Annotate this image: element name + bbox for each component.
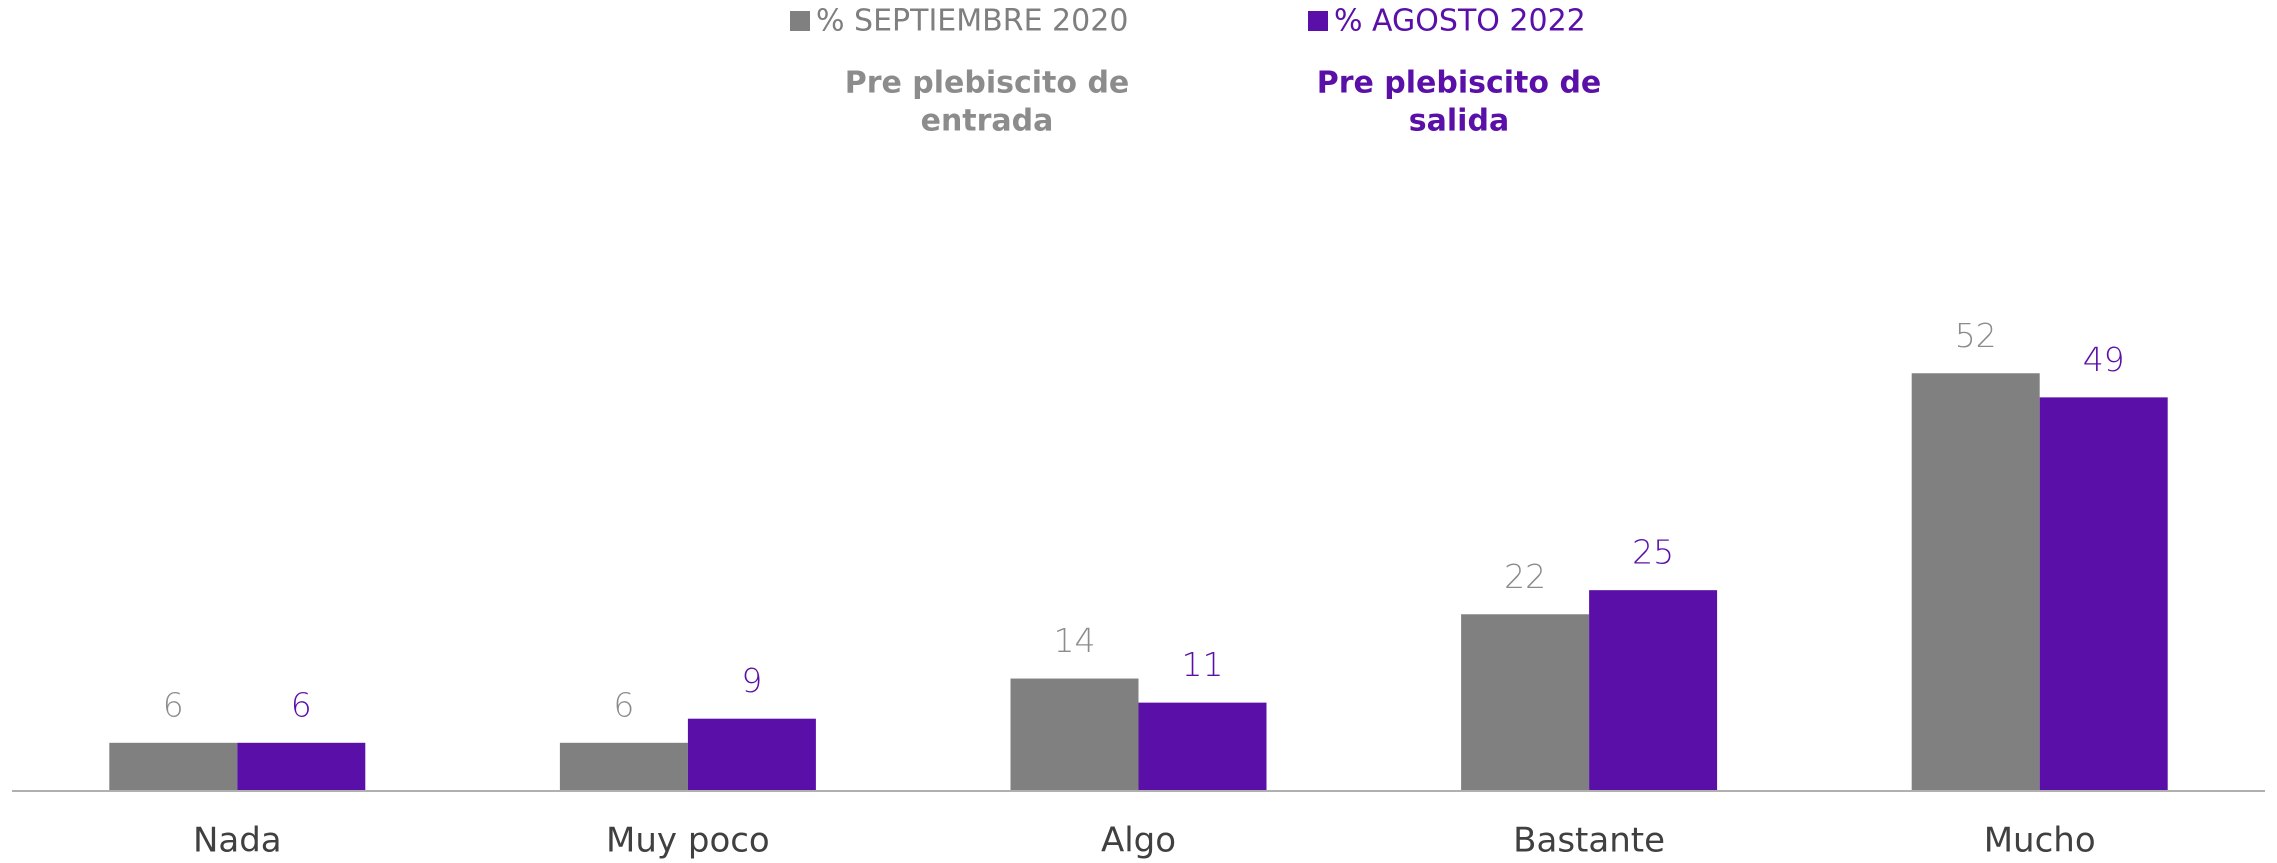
x-tick-label: Nada — [193, 821, 282, 861]
value-label: 6 — [291, 685, 312, 724]
value-label: 25 — [1632, 533, 1674, 572]
value-label: 22 — [1504, 557, 1546, 596]
legend-description: salida — [1409, 104, 1509, 139]
value-label: 6 — [163, 685, 184, 724]
bar — [237, 742, 366, 791]
legend-description: Pre plebiscito de — [1317, 66, 1602, 101]
bar — [1138, 702, 1267, 791]
bar — [109, 742, 238, 791]
bar — [1461, 614, 1590, 791]
legend-label: % AGOSTO 2022 — [1334, 4, 1586, 39]
value-label: 11 — [1182, 645, 1224, 684]
legend-description: entrada — [921, 104, 1054, 139]
x-tick-label: Mucho — [1984, 821, 2096, 861]
legend-swatch — [1308, 11, 1328, 31]
legend-label: % SEPTIEMBRE 2020 — [816, 4, 1128, 39]
bar — [1589, 590, 1718, 791]
value-label: 14 — [1054, 621, 1096, 660]
value-label: 9 — [741, 661, 762, 700]
value-label: 49 — [2083, 340, 2125, 379]
legend-swatch — [790, 11, 810, 31]
legend-description: Pre plebiscito de — [845, 66, 1130, 101]
bar — [559, 742, 688, 791]
x-tick-label: Algo — [1101, 821, 1176, 861]
bar — [2039, 397, 2168, 791]
x-tick-label: Muy poco — [606, 821, 770, 861]
value-label: 52 — [1955, 316, 1997, 355]
x-tick-label: Bastante — [1513, 821, 1665, 861]
bar — [687, 718, 816, 791]
bar — [1010, 678, 1139, 791]
value-label: 6 — [613, 685, 634, 724]
bar — [1911, 373, 2040, 791]
